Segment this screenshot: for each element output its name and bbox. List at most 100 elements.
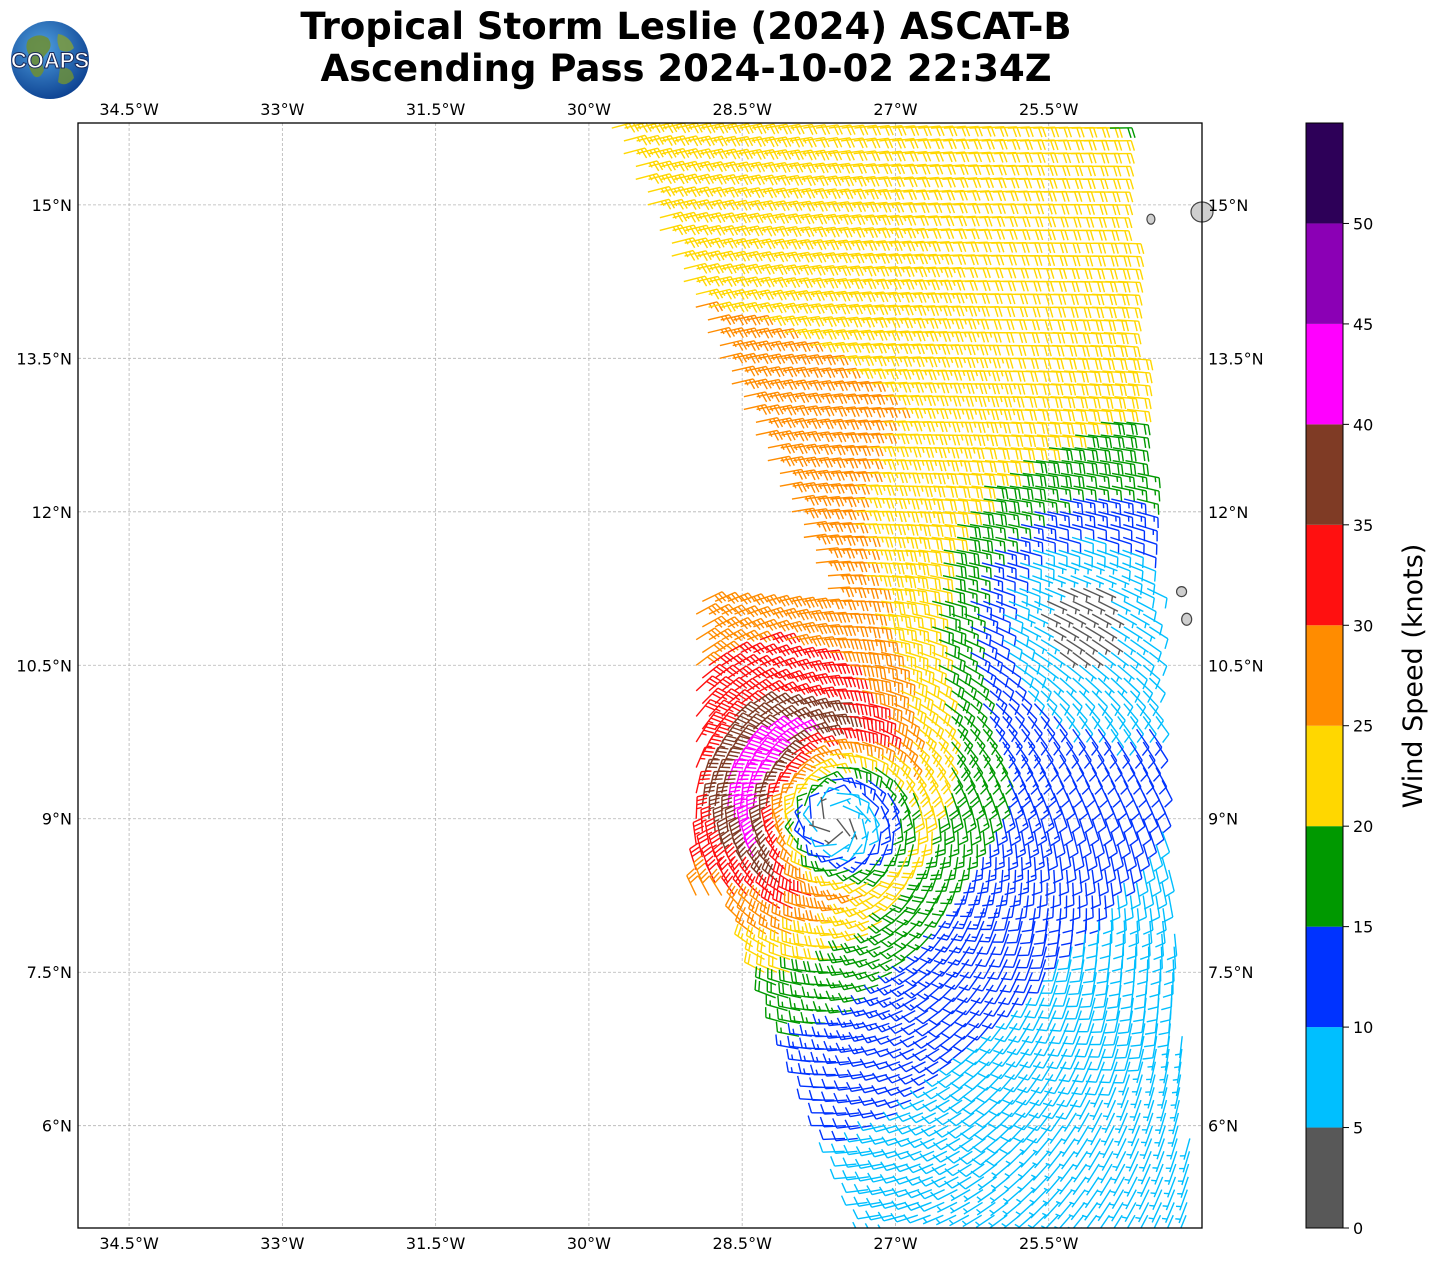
wind-barb	[1092, 856, 1104, 885]
wind-barb	[811, 1039, 837, 1050]
wind-barb	[1148, 677, 1166, 703]
wind-barb	[1008, 523, 1032, 540]
wind-barb	[953, 228, 980, 240]
wind-barb	[940, 228, 967, 240]
wind-barb	[913, 292, 940, 304]
lon-tick-label-bottom: 27°W	[873, 1234, 917, 1253]
wind-barb	[1053, 306, 1079, 318]
wind-barb	[1076, 370, 1102, 383]
logo-text: COAPS	[11, 48, 89, 73]
wind-barb	[1012, 395, 1038, 408]
wind-barb	[1146, 1227, 1148, 1228]
wind-barb	[697, 868, 711, 896]
wind-barb	[684, 250, 712, 262]
wind-barb	[1161, 984, 1173, 1011]
colorbar-segment	[1306, 524, 1343, 626]
wind-barb	[1128, 357, 1154, 371]
wind-barb	[1079, 293, 1105, 306]
colorbar-tick-label: 25	[1353, 717, 1373, 736]
wind-barb	[967, 202, 994, 214]
wind-barb	[1179, 1151, 1191, 1173]
wind-barb	[823, 1040, 850, 1052]
wind-barb	[1077, 344, 1103, 357]
wind-barb	[849, 1019, 877, 1030]
wind-barb	[1053, 767, 1065, 795]
wind-barb	[885, 1061, 913, 1072]
wind-barb	[1018, 1227, 1020, 1228]
colorbar-tick-label: 35	[1353, 516, 1373, 535]
wind-barb	[877, 1224, 905, 1228]
wind-barb	[1029, 831, 1040, 859]
wind-barb	[1047, 844, 1059, 872]
wind-barb	[933, 485, 959, 498]
wind-barb	[1110, 754, 1123, 782]
lon-tick-label-bottom: 31.5°W	[406, 1234, 466, 1253]
wind-barb	[1034, 511, 1058, 527]
wind-barb	[1155, 792, 1166, 821]
wind-barb	[1095, 1227, 1097, 1228]
wind-barb	[1064, 344, 1090, 357]
lat-tick-label-right: 7.5°N	[1208, 963, 1253, 982]
wind-barb	[672, 224, 700, 236]
wind-barb	[939, 254, 967, 266]
wind-barb	[994, 139, 1021, 150]
wind-barb	[707, 314, 736, 326]
wind-barb	[895, 1125, 923, 1135]
coaps-logo-icon: COAPS	[10, 21, 90, 99]
wind-barb	[861, 894, 889, 910]
wind-barb	[712, 174, 740, 186]
wind-barb	[1051, 344, 1078, 357]
wind-barb	[980, 164, 1007, 176]
wind-barb	[972, 447, 998, 460]
wind-barb	[1099, 472, 1123, 488]
wind-barb	[989, 767, 1001, 795]
wind-barb	[868, 907, 896, 923]
wind-barb	[712, 161, 740, 173]
wind-barb	[1026, 357, 1052, 370]
wind-barb	[686, 868, 699, 896]
wind-barb	[1098, 869, 1110, 897]
wind-barb	[1072, 754, 1085, 782]
wind-barb	[721, 301, 749, 313]
wind-barb	[731, 365, 760, 377]
wind-barb	[1064, 357, 1090, 370]
wind-barb	[719, 339, 748, 351]
wind-barb	[906, 780, 919, 808]
wind-barb	[1133, 1227, 1135, 1228]
wind-barb	[824, 830, 844, 847]
wind-barb	[982, 536, 1006, 553]
lat-tick-label-right: 9°N	[1208, 810, 1238, 829]
wind-barb	[1067, 1214, 1085, 1228]
wind-barb	[919, 511, 945, 524]
colorbar-label: Wind Speed (knots)	[1398, 544, 1429, 809]
wind-barb	[998, 434, 1024, 447]
wind-barb	[758, 327, 786, 339]
wind-barb	[977, 869, 991, 895]
wind-barb	[1105, 268, 1131, 280]
wind-barb	[1097, 754, 1110, 782]
wind-barb	[889, 984, 917, 998]
wind-barb	[995, 536, 1019, 553]
wind-barb	[1129, 1099, 1142, 1122]
wind-barb	[995, 600, 1018, 620]
wind-barb	[995, 523, 1019, 540]
wind-barb	[735, 250, 763, 262]
wind-barb	[1117, 664, 1135, 682]
wind-barb	[1103, 332, 1129, 345]
wind-barb	[940, 241, 967, 253]
wind-barb	[985, 447, 1010, 460]
wind-barb	[1169, 1099, 1180, 1122]
wind-barb	[1051, 357, 1078, 370]
wind-barb	[1065, 332, 1091, 344]
colorbar-segment	[1306, 926, 1343, 1028]
wind-barb	[983, 600, 1005, 620]
wind-barb	[1147, 1048, 1157, 1071]
wind-barb	[898, 343, 925, 355]
wind-barb	[1104, 293, 1130, 306]
wind-barb	[823, 738, 851, 751]
wind-barb	[1095, 831, 1105, 859]
wind-barb	[883, 1086, 912, 1096]
lat-tick-label-left: 9°N	[42, 810, 72, 829]
wind-barb	[713, 148, 741, 160]
wind-barb	[992, 805, 1003, 834]
